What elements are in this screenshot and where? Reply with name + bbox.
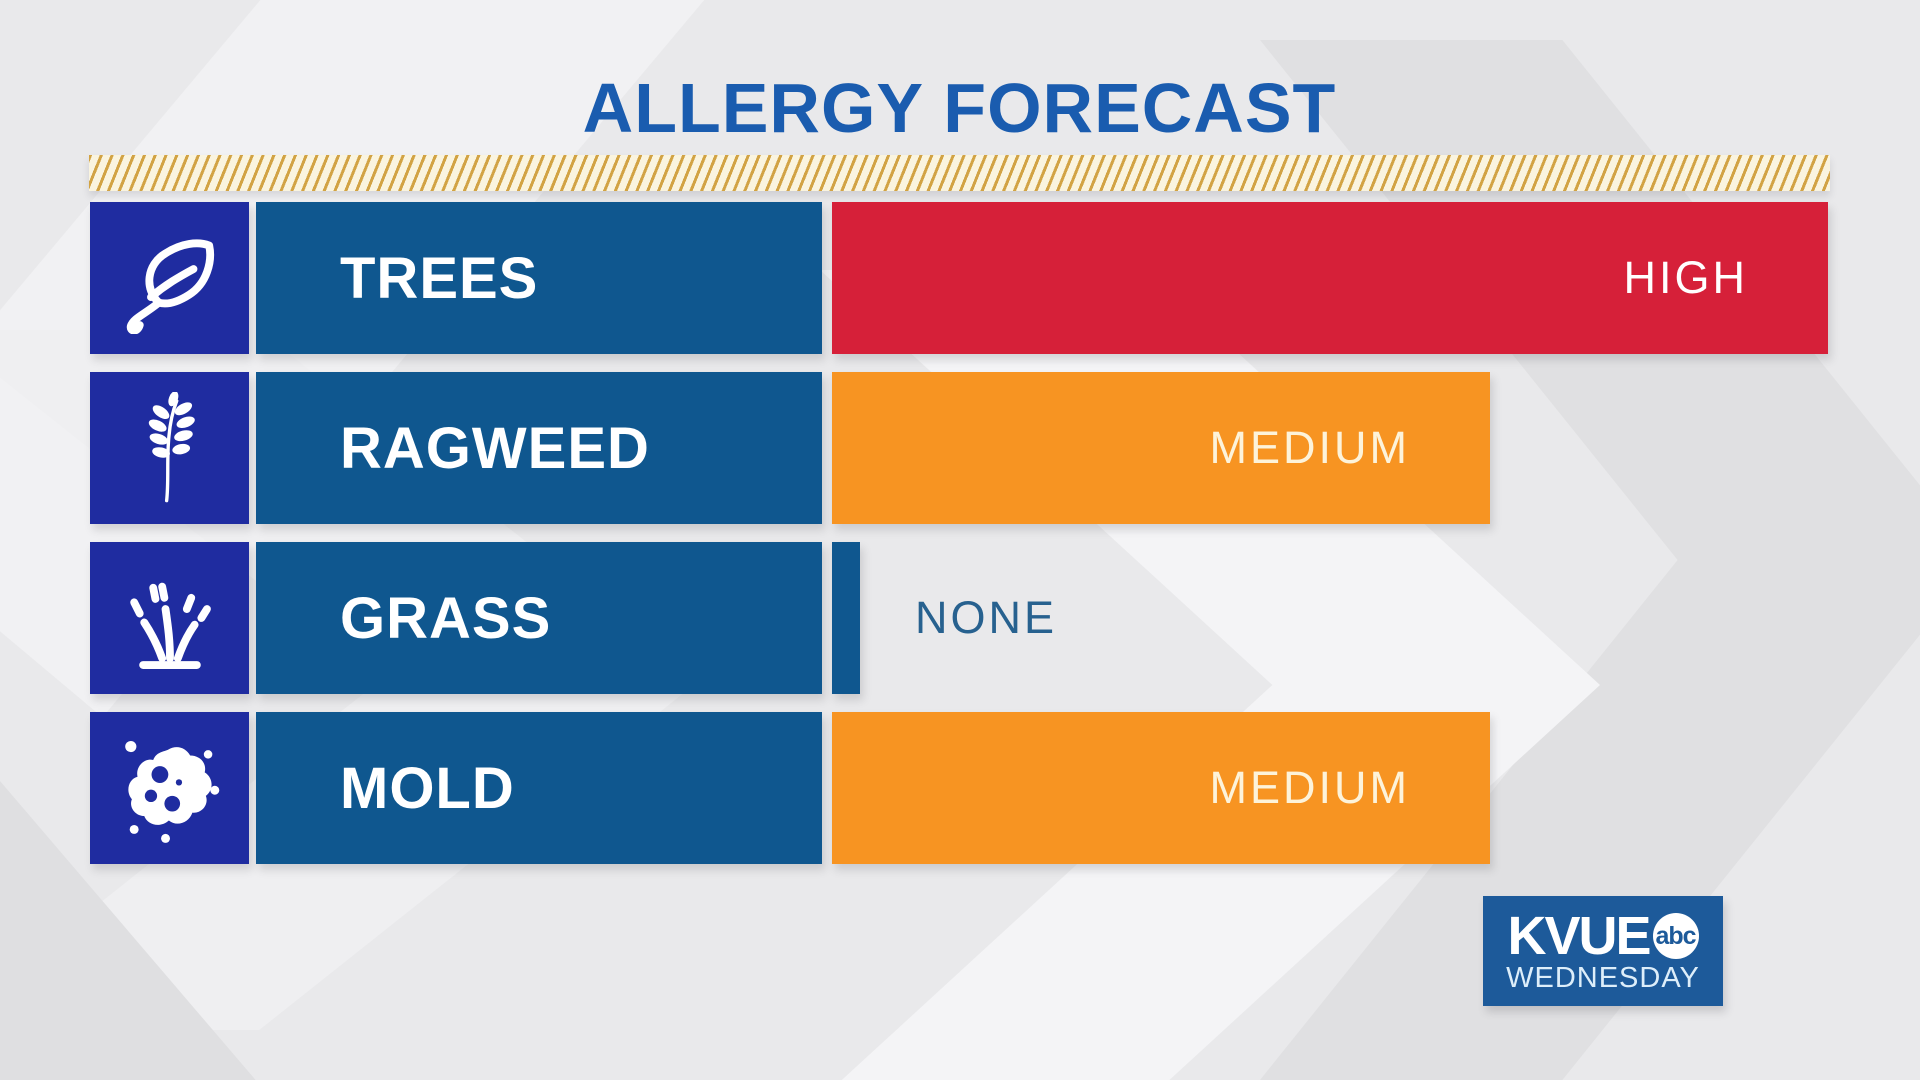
ragweed-icon [90, 372, 249, 524]
value-label: NONE [915, 592, 1058, 643]
station-logo: KVUE abc WEDNESDAY [1483, 896, 1723, 1006]
mold-icon [90, 712, 249, 864]
category-label-bar: TREES [256, 202, 822, 354]
table-row: RAGWEED MEDIUM [90, 372, 1828, 524]
value-bar [832, 202, 1828, 354]
leaf-icon [90, 202, 249, 354]
category-label: RAGWEED [340, 415, 650, 481]
value-label: HIGH [1623, 252, 1748, 303]
category-label: MOLD [340, 755, 515, 821]
value-bar [832, 712, 1490, 864]
value-track: MEDIUM [832, 712, 1828, 864]
value-label: MEDIUM [1209, 422, 1410, 473]
value-track: HIGH [832, 202, 1828, 354]
forecast-rows: TREES HIGH [90, 202, 1828, 882]
value-track: NONE [832, 542, 1828, 694]
category-label: TREES [340, 245, 539, 311]
forecast-day: WEDNESDAY [1506, 962, 1700, 994]
table-row: GRASS NONE [90, 542, 1828, 694]
page-title: ALLERGY FORECAST [582, 69, 1337, 147]
station-name: KVUE [1507, 906, 1651, 966]
category-label-bar: GRASS [256, 542, 822, 694]
table-row: TREES HIGH [90, 202, 1828, 354]
value-bar [832, 542, 860, 694]
gold-hatch-divider [89, 155, 1830, 191]
category-label-bar: RAGWEED [256, 372, 822, 524]
table-row: MOLD MEDIUM [90, 712, 1828, 864]
grass-icon [90, 542, 249, 694]
abc-network-icon: abc [1652, 913, 1699, 959]
station-logo-line: KVUE abc [1507, 906, 1699, 966]
value-label: MEDIUM [1209, 762, 1410, 813]
category-label-bar: MOLD [256, 712, 822, 864]
category-label: GRASS [340, 585, 552, 651]
value-bar [832, 372, 1490, 524]
value-track: MEDIUM [832, 372, 1828, 524]
